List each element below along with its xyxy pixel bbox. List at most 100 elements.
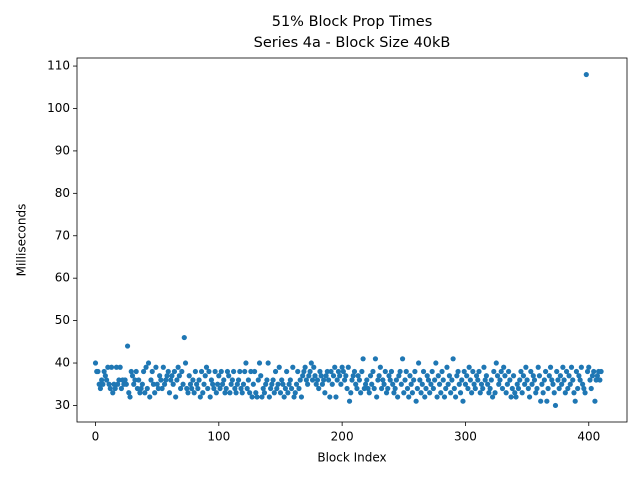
point xyxy=(482,377,488,383)
point xyxy=(181,334,187,341)
point xyxy=(157,373,163,379)
point xyxy=(333,394,339,400)
point xyxy=(524,377,530,383)
point xyxy=(325,377,332,383)
point xyxy=(126,390,132,396)
point xyxy=(293,381,300,387)
point xyxy=(587,377,593,383)
point xyxy=(249,394,255,400)
point xyxy=(234,381,240,387)
point xyxy=(319,381,326,387)
point xyxy=(503,390,509,396)
point xyxy=(339,364,345,370)
point xyxy=(338,381,344,387)
point xyxy=(217,385,223,392)
point xyxy=(390,381,396,387)
point xyxy=(185,390,191,396)
y-axis-label: Milliseconds xyxy=(15,204,29,277)
point xyxy=(552,402,559,409)
point xyxy=(286,381,292,387)
point xyxy=(467,377,473,383)
point xyxy=(345,364,351,370)
point xyxy=(533,390,539,396)
point xyxy=(473,373,480,379)
point xyxy=(258,373,264,379)
point xyxy=(472,385,478,392)
point xyxy=(175,364,181,370)
point xyxy=(375,377,381,383)
point xyxy=(577,377,583,383)
point xyxy=(117,364,123,370)
point xyxy=(242,368,248,375)
point xyxy=(591,368,597,375)
point xyxy=(131,381,137,387)
point xyxy=(478,381,485,387)
point xyxy=(150,381,157,387)
point xyxy=(483,373,490,379)
point xyxy=(327,394,333,400)
point xyxy=(226,373,232,379)
y-tick-label: 70 xyxy=(55,228,70,242)
point xyxy=(485,381,491,387)
point xyxy=(280,381,286,387)
point xyxy=(541,377,547,383)
point xyxy=(276,364,282,370)
point xyxy=(514,381,520,387)
point xyxy=(296,385,302,392)
point xyxy=(295,368,301,375)
point xyxy=(221,377,227,383)
point xyxy=(132,377,138,383)
point xyxy=(517,377,523,383)
point xyxy=(570,377,576,383)
point xyxy=(212,368,218,375)
point xyxy=(95,368,101,375)
x-axis-label: Block Index xyxy=(317,451,386,465)
point xyxy=(510,373,517,379)
point xyxy=(417,377,423,383)
point xyxy=(203,364,210,370)
point xyxy=(364,377,370,383)
point xyxy=(302,364,308,370)
point xyxy=(575,385,581,392)
point xyxy=(243,360,249,366)
point xyxy=(115,381,121,387)
point xyxy=(97,385,104,392)
point xyxy=(346,398,353,404)
point xyxy=(329,381,335,387)
point xyxy=(493,360,499,366)
point xyxy=(491,368,497,375)
point xyxy=(443,385,449,392)
point xyxy=(270,377,276,383)
point xyxy=(392,385,398,392)
point xyxy=(413,398,419,404)
point xyxy=(177,385,184,392)
point xyxy=(205,385,211,392)
point xyxy=(354,385,360,392)
point xyxy=(464,373,470,379)
point xyxy=(401,390,407,396)
y-tick-label: 50 xyxy=(55,313,70,327)
point xyxy=(137,390,143,396)
point xyxy=(139,381,145,387)
point xyxy=(422,394,428,400)
point xyxy=(423,385,429,392)
x-tick-label: 0 xyxy=(92,430,100,444)
point xyxy=(213,390,219,396)
point xyxy=(314,377,321,383)
point xyxy=(520,373,527,379)
point xyxy=(92,360,99,366)
point xyxy=(393,377,399,383)
point xyxy=(256,360,263,366)
point xyxy=(277,390,284,396)
point xyxy=(297,377,303,383)
point xyxy=(174,377,180,383)
y-tick-label: 100 xyxy=(47,101,70,115)
point xyxy=(567,381,573,387)
point xyxy=(123,381,129,387)
point xyxy=(381,381,387,387)
point xyxy=(450,356,456,362)
point xyxy=(223,385,229,392)
point xyxy=(247,390,253,396)
point xyxy=(427,390,433,396)
point xyxy=(358,390,364,396)
